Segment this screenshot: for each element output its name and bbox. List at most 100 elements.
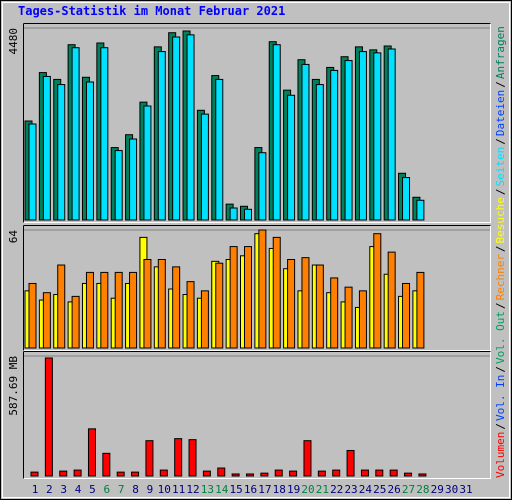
bar <box>344 286 353 349</box>
x-tick-label: 9 <box>147 483 154 496</box>
bar <box>145 440 154 477</box>
bar <box>188 439 197 477</box>
bar <box>30 471 39 477</box>
bar <box>172 266 181 349</box>
bar <box>217 467 226 477</box>
x-tick-label: 10 <box>158 483 171 496</box>
y-tick-label: 64 <box>7 230 20 244</box>
bar <box>159 469 168 477</box>
x-tick-label: 22 <box>330 483 343 496</box>
bar <box>42 75 51 221</box>
x-tick-label: 11 <box>172 483 185 496</box>
legend-entry: Seiten <box>494 147 507 187</box>
x-tick-label: 14 <box>215 483 229 496</box>
bar <box>57 264 66 349</box>
bar <box>346 449 355 477</box>
chart-title: Tages-Statistik im Monat Februar 2021 <box>18 4 285 18</box>
legend-entry: Besuche <box>494 197 507 243</box>
legend-separator: / <box>494 138 507 145</box>
bar <box>375 469 384 477</box>
x-tick-label: 3 <box>60 483 67 496</box>
bar <box>114 150 123 221</box>
x-tick-label: 17 <box>258 483 271 496</box>
bar <box>301 257 310 349</box>
bar <box>174 438 183 477</box>
legend-separator: / <box>494 366 507 373</box>
bar <box>387 251 396 349</box>
legend-separator: / <box>494 302 507 309</box>
legend-separator: / <box>494 423 507 430</box>
bar <box>143 105 152 221</box>
bar <box>332 469 341 477</box>
bar <box>42 292 51 349</box>
bar <box>387 48 396 221</box>
bar <box>143 259 152 349</box>
bar <box>172 36 181 221</box>
bar <box>258 152 267 221</box>
bar <box>418 473 427 477</box>
bar <box>100 271 109 349</box>
bar <box>330 69 339 221</box>
bar <box>59 470 68 477</box>
bar <box>404 472 413 477</box>
x-tick-label: 20 <box>301 483 314 496</box>
bar <box>157 259 166 349</box>
bar <box>373 233 382 349</box>
bar <box>260 472 269 477</box>
bar <box>274 469 283 477</box>
x-tick-label: 4 <box>75 483 82 496</box>
bar <box>244 208 252 221</box>
x-tick-label: 31 <box>459 483 472 496</box>
bar <box>186 34 195 221</box>
x-tick-label: 24 <box>359 483 373 496</box>
legend-entry: Volumen <box>494 432 507 478</box>
bar <box>315 84 324 221</box>
x-tick-label: 6 <box>104 483 111 496</box>
bar <box>258 229 267 349</box>
bar <box>289 470 298 477</box>
bar <box>389 469 398 477</box>
bar <box>87 428 96 477</box>
bar <box>71 295 80 349</box>
x-tick-label: 7 <box>118 483 125 496</box>
bar <box>360 469 369 477</box>
bar <box>229 246 238 349</box>
bar <box>344 60 353 221</box>
legend-entry: Anfragen <box>494 26 507 79</box>
legend-separator: / <box>494 188 507 195</box>
bar <box>231 473 240 477</box>
legend-entry: Rechner <box>494 254 507 301</box>
bar <box>57 84 66 221</box>
bar <box>129 271 138 349</box>
bar <box>215 262 224 349</box>
x-tick-label: 8 <box>132 483 139 496</box>
bar <box>44 357 53 477</box>
bar <box>229 207 238 221</box>
bar <box>129 138 138 221</box>
bar <box>315 264 324 349</box>
bar <box>202 470 211 477</box>
legend: Volumen/Vol. In/Vol. Out/Rechner/Besuche… <box>494 26 507 478</box>
bar <box>272 44 281 221</box>
bar <box>71 47 80 221</box>
x-tick-label: 13 <box>201 483 214 496</box>
x-tick-label: 1 <box>32 483 39 496</box>
x-tick-label: 19 <box>287 483 300 496</box>
bar <box>402 177 411 221</box>
legend-entry: Vol. In <box>494 375 507 421</box>
legend-separator: / <box>494 245 507 252</box>
x-tick-label: 27 <box>402 483 415 496</box>
bar <box>85 81 94 221</box>
x-tick-label: 21 <box>316 483 329 496</box>
x-tick-label: 25 <box>373 483 386 496</box>
bar <box>301 63 310 221</box>
legend-entry: Vol. Out <box>494 311 507 364</box>
y-tick-label: 587.69 MB <box>7 356 20 416</box>
bar <box>244 246 252 349</box>
bar <box>287 259 296 349</box>
x-tick-label: 30 <box>445 483 458 496</box>
x-tick-label: 16 <box>244 483 257 496</box>
bar <box>358 51 367 221</box>
